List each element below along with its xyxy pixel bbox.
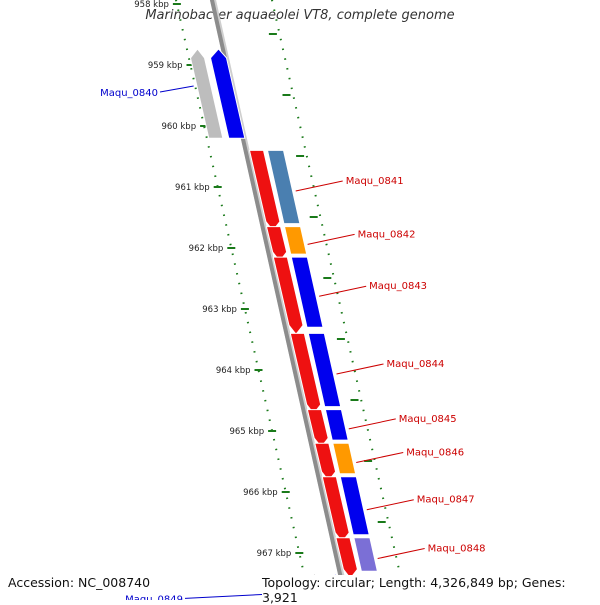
tick-label: 960 kbp [161, 122, 196, 132]
gene-block [353, 537, 379, 572]
gene-block [266, 149, 301, 225]
gene-label-maqu_0841[interactable]: Maqu_0841 [295, 176, 404, 192]
gene-maqu_0845[interactable] [306, 409, 349, 448]
gene-label-maqu_0840[interactable]: Maqu_0840 [100, 85, 194, 99]
strand-arrow [335, 537, 358, 580]
svg-text:Maqu_0842: Maqu_0842 [358, 229, 416, 240]
gene-label-maqu_0846[interactable]: Maqu_0846 [356, 447, 464, 463]
svg-text:Maqu_0841: Maqu_0841 [346, 176, 404, 187]
gene-maqu_0848[interactable] [335, 537, 379, 580]
tick-label: 966 kbp [243, 488, 278, 498]
tick-label: 963 kbp [202, 305, 237, 315]
tick-label: 964 kbp [216, 366, 251, 376]
tick-layer: 958 kbp 959 kbp 960 kbp 961 kbp 962 kbp 963 k… [134, 0, 407, 600]
gene-maqu_0840[interactable] [189, 48, 246, 139]
svg-text:Maqu_0844: Maqu_0844 [387, 359, 445, 370]
gene-maqu_0846[interactable] [314, 442, 357, 482]
svg-text:Maqu_0846: Maqu_0846 [406, 447, 464, 458]
gene-maqu_0842[interactable] [265, 226, 308, 262]
gene-maqu_0843[interactable] [272, 256, 324, 336]
tick-label: 958 kbp [134, 0, 169, 10]
strand-arrow [321, 476, 350, 543]
svg-text:Maqu_0840: Maqu_0840 [100, 88, 158, 99]
svg-text:Maqu_0843: Maqu_0843 [369, 281, 427, 292]
svg-text:Maqu_0845: Maqu_0845 [399, 414, 457, 425]
gene-label-maqu_0848[interactable]: Maqu_0848 [377, 544, 486, 560]
gene-maqu_0841[interactable] [248, 149, 301, 232]
left-tick-track [174, 0, 311, 600]
gene-label-maqu_0842[interactable]: Maqu_0842 [307, 229, 416, 245]
genome-summary: Topology: circular; Length: 4,326,849 bp… [262, 575, 600, 605]
gene-block [339, 476, 370, 536]
gene-label-maqu_0843[interactable]: Maqu_0843 [319, 281, 427, 297]
strand-arrow [272, 256, 304, 336]
gene-block [332, 442, 357, 475]
strand-arrow [189, 48, 224, 139]
right-tick-track [270, 0, 407, 600]
gene-label-maqu_0845[interactable]: Maqu_0845 [348, 414, 457, 430]
map-title: Marinobacter aquaeolei VT8, complete gen… [145, 8, 455, 23]
tick-label: 961 kbp [175, 183, 210, 193]
strand-arrow [306, 409, 329, 448]
gene-block [209, 48, 246, 139]
tick-label: 967 kbp [257, 549, 292, 559]
svg-text:Maqu_0848: Maqu_0848 [428, 544, 486, 555]
strand-arrow [314, 442, 337, 482]
gene-block [283, 226, 308, 255]
gene-block [290, 256, 324, 328]
tick-label: 962 kbp [189, 244, 224, 254]
gene-label-maqu_0844[interactable]: Maqu_0844 [336, 359, 445, 375]
tick-label: 959 kbp [148, 61, 183, 71]
gene-label-maqu_0847[interactable]: Maqu_0847 [366, 495, 475, 511]
tick-label: 965 kbp [229, 427, 264, 437]
gene-maqu_0847[interactable] [321, 476, 370, 543]
label-layer: Maqu_0840 Maqu_0841 Maqu_0842 Maqu_0843 Maqu… [100, 85, 486, 600]
svg-text:Maqu_0847: Maqu_0847 [417, 495, 475, 506]
gene-block [324, 409, 349, 441]
gene-block [307, 332, 342, 408]
gene-layer [189, 48, 379, 600]
accession-label: Accession: NC_008740 [8, 575, 151, 590]
svg-text:Maqu_0849: Maqu_0849 [125, 594, 183, 600]
